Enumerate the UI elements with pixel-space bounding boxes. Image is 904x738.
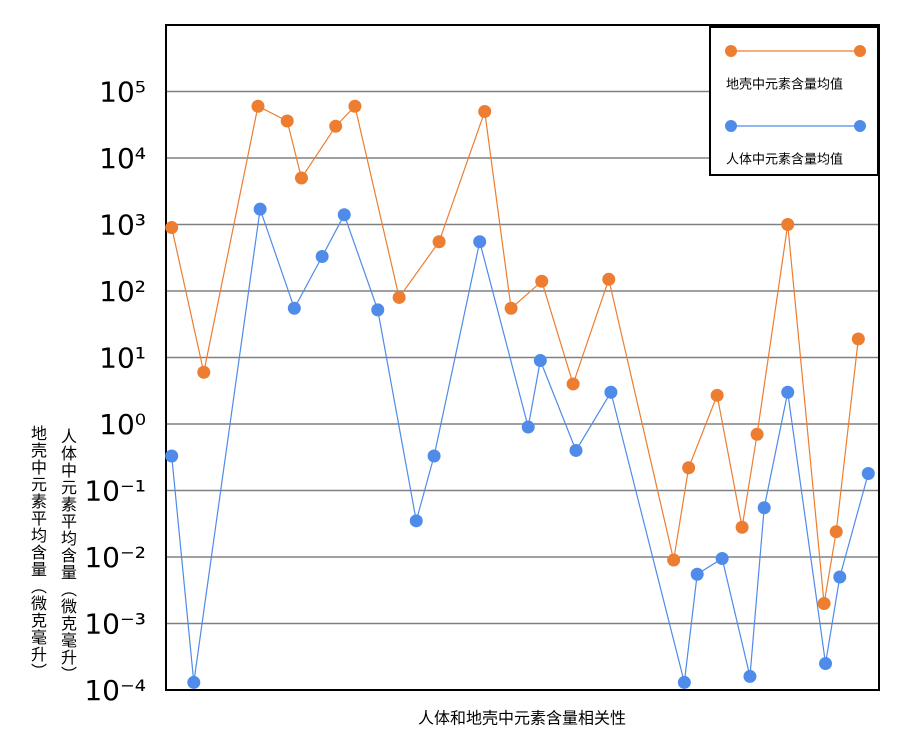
y-tick-label: 10⁻² (84, 541, 146, 574)
data-point (294, 171, 308, 185)
data-point (750, 427, 764, 441)
data-point (604, 385, 618, 399)
y-tick-label: 10⁻³ (84, 608, 146, 641)
data-point (371, 303, 385, 317)
y-tick-label: 10¹ (99, 342, 146, 375)
data-point (187, 675, 201, 689)
data-point (817, 596, 831, 610)
data-point (710, 388, 724, 402)
data-point (569, 443, 583, 457)
data-point (861, 467, 875, 481)
data-point (392, 290, 406, 304)
data-point (743, 669, 757, 683)
data-point (521, 420, 535, 434)
data-point (315, 250, 329, 264)
data-point (757, 501, 771, 515)
data-point (735, 520, 749, 534)
y-tick-label: 10⁰ (99, 408, 146, 441)
data-point (348, 99, 362, 113)
data-point (833, 570, 847, 584)
data-point (535, 274, 549, 288)
data-point (851, 332, 865, 346)
data-point (253, 202, 267, 216)
data-point (165, 221, 179, 235)
data-point (280, 114, 294, 128)
legend-marker (725, 45, 737, 57)
plot-border (165, 24, 880, 691)
data-point (819, 657, 833, 671)
data-point (165, 449, 179, 463)
data-point (829, 525, 843, 539)
data-point (715, 551, 729, 565)
data-point (677, 675, 691, 689)
legend-marker (854, 45, 866, 57)
legend-label: 人体中元素含量均值 (726, 152, 843, 168)
data-point (504, 301, 518, 315)
data-point (329, 119, 343, 133)
y-tick-label: 10² (99, 275, 146, 308)
x-axis-title: 人体和地壳中元素含量相关性 (418, 709, 626, 728)
data-point (473, 235, 487, 249)
data-point (533, 354, 547, 368)
data-point (197, 365, 211, 379)
y-axis-title: 人体中元素平均含量（微克毫升） (58, 428, 77, 683)
data-point (337, 208, 351, 222)
data-point (432, 235, 446, 249)
data-point (287, 301, 301, 315)
data-point (427, 449, 441, 463)
y-tick-label: 10³ (99, 209, 146, 242)
data-point (682, 461, 696, 475)
data-point (781, 385, 795, 399)
data-point (409, 514, 423, 528)
y-tick-label: 10⁻¹ (84, 475, 146, 508)
legend-marker (725, 120, 737, 132)
legend-label: 地壳中元素含量均值 (726, 77, 843, 93)
data-point (781, 218, 795, 231)
legend-marker (854, 120, 866, 132)
data-point (667, 553, 681, 567)
data-point (602, 272, 616, 286)
legend-box (709, 26, 879, 176)
data-point (251, 99, 265, 113)
y-tick-label: 10⁵ (99, 76, 146, 109)
data-point (566, 377, 580, 391)
data-point (478, 105, 492, 119)
y-tick-label: 10⁻⁴ (84, 674, 146, 707)
series-line (171, 105, 859, 604)
series-line (171, 208, 869, 683)
y-tick-label: 10⁴ (99, 142, 146, 175)
y-axis-title: 地壳中元素平均含量（微克毫升） (28, 425, 47, 680)
data-point (690, 567, 704, 581)
